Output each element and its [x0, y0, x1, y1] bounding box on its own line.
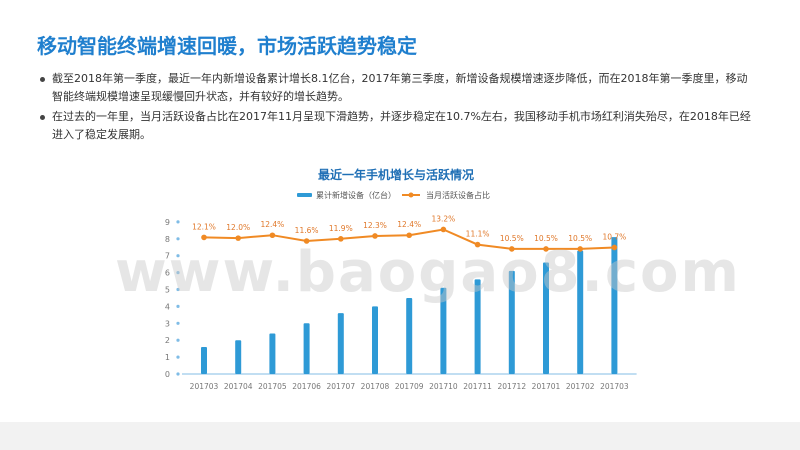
y-tick-dot-icon — [176, 321, 180, 325]
line-data-label: 13.2% — [431, 214, 455, 223]
x-tick-label: 201707 — [326, 382, 355, 391]
bullet-dot-icon — [40, 77, 45, 82]
x-tick-label: 201708 — [361, 382, 390, 391]
line-point — [235, 235, 241, 241]
y-tick-label: 7 — [165, 252, 170, 261]
line-point — [269, 232, 276, 239]
y-tick-label: 5 — [165, 286, 170, 295]
line-point — [201, 234, 207, 241]
y-tick-dot-icon — [176, 338, 180, 342]
line-point — [577, 246, 583, 252]
bar — [201, 346, 207, 374]
line-data-label: 10.5% — [500, 234, 524, 243]
y-tick-label: 4 — [165, 302, 170, 311]
line-point — [338, 236, 344, 242]
line-point — [372, 233, 378, 239]
legend-line-marker-icon — [408, 192, 414, 198]
bar — [235, 340, 242, 374]
line-data-label: 11.6% — [295, 226, 319, 235]
legend-bar-label: 累计新增设备（亿台） — [316, 190, 396, 200]
y-tick-dot-icon — [176, 287, 180, 292]
bullet-text: 在过去的一年里，当月活跃设备占比在2017年11月呈现下滑趋势，并逐步稳定在10… — [52, 110, 751, 141]
line-data-label: 10.7% — [602, 232, 626, 241]
y-tick-label: 6 — [165, 269, 170, 278]
chart-title: 最近一年手机增长与活跃情况 — [318, 167, 474, 182]
line-data-label: 12.4% — [397, 220, 421, 229]
y-tick-label: 9 — [165, 218, 170, 227]
line-data-label: 11.1% — [466, 230, 490, 239]
x-tick-label: 201701 — [532, 382, 561, 391]
y-tick-label: 3 — [165, 319, 170, 328]
x-tick-label: 201711 — [463, 382, 492, 391]
footer-band — [0, 422, 800, 450]
bar — [474, 279, 481, 374]
x-tick-label: 201705 — [258, 382, 287, 391]
line-data-label: 10.5% — [568, 234, 592, 243]
bar — [269, 333, 276, 374]
bullet-item: 截至2018年第一季度，最近一年内新增设备累计增长8.1亿台，2017年第三季度… — [38, 70, 758, 106]
line-point — [303, 238, 310, 244]
x-tick-label: 201704 — [224, 382, 253, 391]
plot-area: 0 1 2 3 4 5 6 7 8 9 201703 201704 201705 201706 201707… — [165, 214, 637, 391]
x-tick-label: 201709 — [395, 382, 424, 391]
bar — [406, 297, 413, 374]
x-tick-label: 201702 — [566, 382, 595, 391]
slide: 移动智能终端增速回暖，市场活跃趋势稳定 截至2018年第一季度，最近一年内新增设… — [37, 34, 758, 391]
bullet-item: 在过去的一年里，当月活跃设备占比在2017年11月呈现下滑趋势，并逐步稳定在10… — [38, 108, 758, 144]
bar — [303, 323, 310, 374]
line-data-label: 12.4% — [260, 220, 284, 229]
y-tick-label: 8 — [165, 235, 170, 244]
x-tick-label: 201706 — [292, 382, 321, 391]
y-tick-dot-icon — [176, 254, 180, 258]
bullet-text: 截至2018年第一季度，最近一年内新增设备累计增长8.1亿台，2017年第三季度… — [52, 72, 748, 103]
bullet-dot-icon — [40, 115, 45, 120]
bar — [543, 262, 549, 374]
y-tick-dot-icon — [176, 304, 180, 308]
y-tick-dot-icon — [176, 372, 180, 376]
bar — [440, 287, 447, 374]
y-tick-label: 2 — [165, 336, 170, 345]
line-data-label: 11.9% — [329, 224, 353, 233]
legend-line-label: 当月活跃设备占比 — [426, 190, 490, 200]
line-point — [543, 246, 549, 252]
y-tick-label: 0 — [165, 370, 170, 379]
bar — [372, 306, 378, 374]
chart-legend: 累计新增设备（亿台） 当月活跃设备占比 — [297, 190, 490, 200]
line-data-label: 12.0% — [226, 223, 250, 232]
bar — [508, 270, 515, 374]
line-point — [406, 232, 413, 239]
line-point — [611, 244, 618, 251]
y-tick-dot-icon — [176, 271, 180, 275]
line-point — [440, 226, 447, 233]
line-point — [509, 246, 515, 252]
legend-bar-swatch-icon — [297, 193, 312, 197]
y-tick-dot-icon — [176, 237, 180, 241]
combo-chart: 最近一年手机增长与活跃情况 累计新增设备（亿台） 当月活跃设备占比 0 1 2 3 4 5… — [165, 167, 637, 391]
y-tick-dot-icon — [176, 355, 180, 359]
line-point — [474, 241, 481, 248]
line-data-label: 12.3% — [363, 221, 387, 230]
y-tick-dot-icon — [176, 220, 180, 224]
bullet-list: 截至2018年第一季度，最近一年内新增设备累计增长8.1亿台，2017年第三季度… — [38, 70, 758, 146]
line-data-label: 12.1% — [192, 222, 216, 231]
bar — [577, 250, 584, 374]
x-tick-label: 201703 — [600, 382, 629, 391]
x-tick-label: 201710 — [429, 382, 458, 391]
line-data-label: 10.5% — [534, 234, 558, 243]
y-tick-label: 1 — [165, 353, 170, 362]
bar — [611, 237, 618, 374]
x-tick-label: 201703 — [190, 382, 219, 391]
bar — [337, 313, 344, 374]
x-tick-label: 201712 — [497, 382, 526, 391]
page-title: 移动智能终端增速回暖，市场活跃趋势稳定 — [37, 34, 417, 58]
